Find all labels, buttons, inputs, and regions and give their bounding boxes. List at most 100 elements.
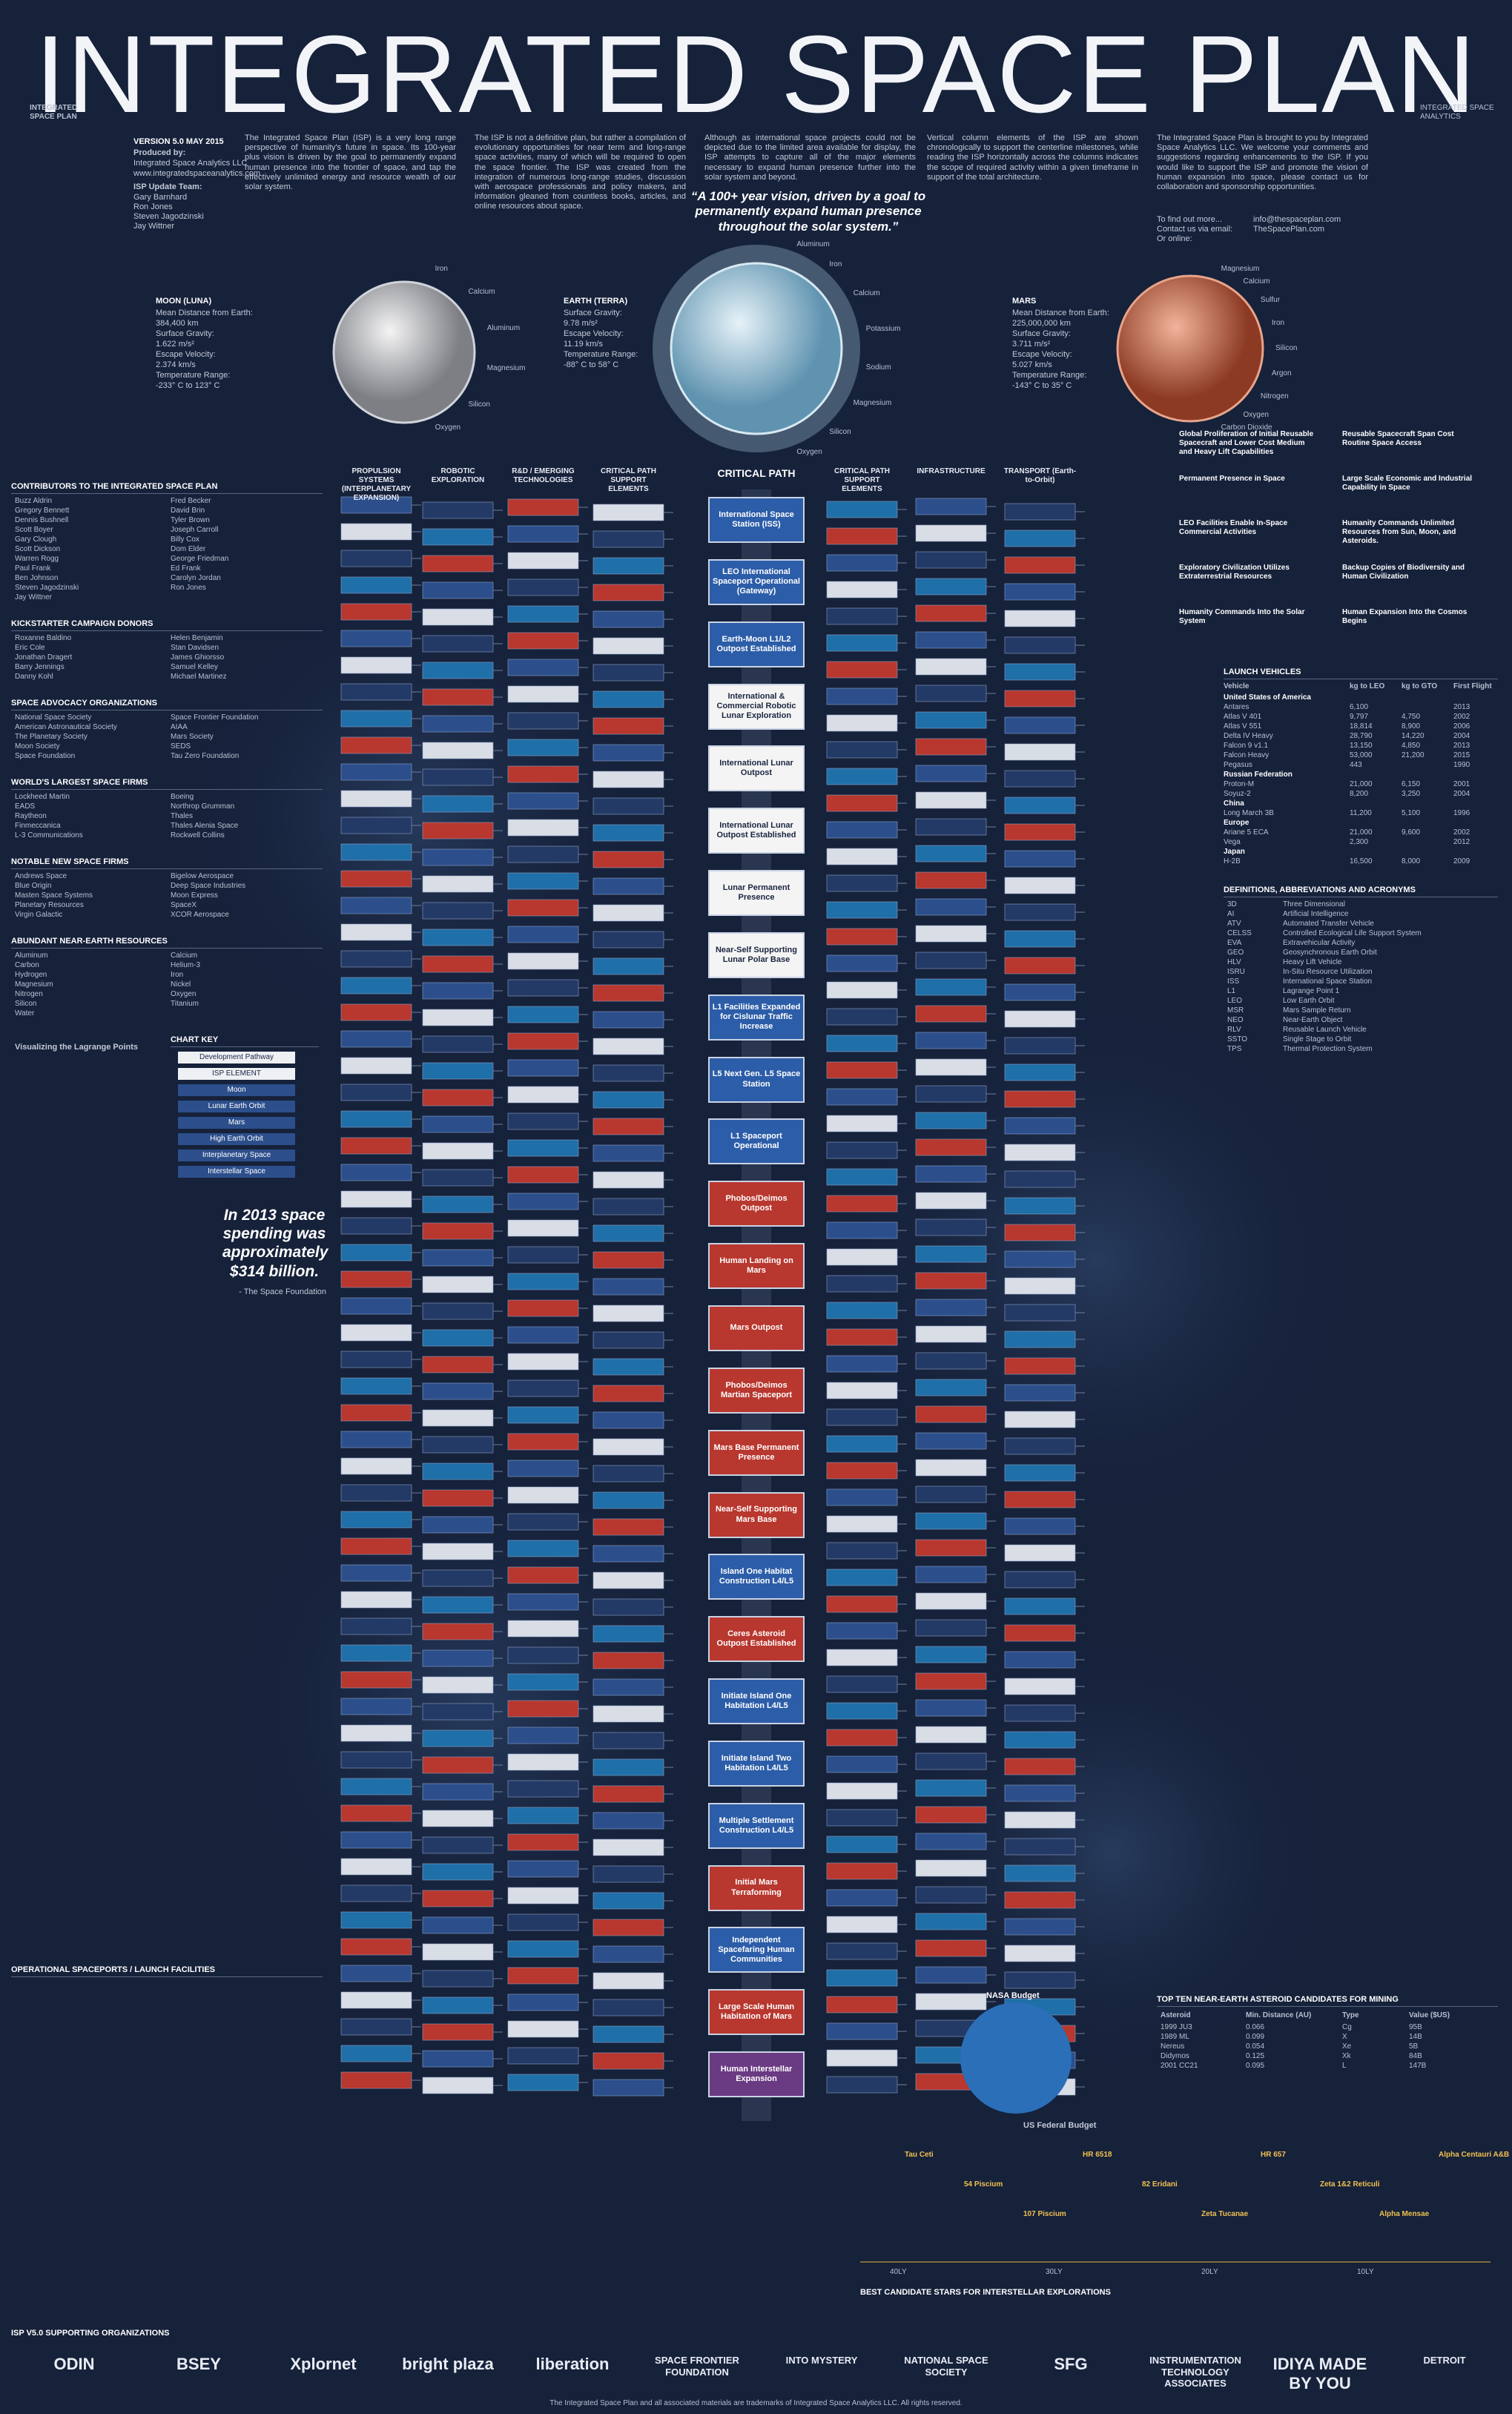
plan-element: [340, 870, 412, 888]
vision-item: Global Proliferation of Initial Reusable…: [1179, 430, 1314, 456]
composition-label: Oxygen: [435, 423, 461, 432]
table-cell: 2001: [1453, 780, 1470, 788]
table-cell: 2,300: [1350, 838, 1369, 846]
plan-element: [1004, 1704, 1076, 1722]
term: TPS: [1227, 1045, 1242, 1053]
plan-element: [422, 1115, 494, 1133]
plan-element: [340, 1270, 412, 1288]
plan-element: [422, 1516, 494, 1534]
key-item: ISP ELEMENT: [178, 1068, 295, 1080]
plan-element: [422, 501, 494, 519]
plan-element: [915, 1886, 987, 1904]
plan-element: [1004, 1945, 1076, 1962]
plan-element: [422, 1035, 494, 1053]
list-item: Nickel: [171, 980, 191, 989]
plan-element: [1004, 1811, 1076, 1829]
plan-element: [340, 977, 412, 995]
plan-element: [507, 578, 579, 596]
planet-stat: 225,000,000 km: [1012, 319, 1071, 328]
plan-element: [1004, 1491, 1076, 1508]
table-cell: Falcon Heavy: [1224, 751, 1270, 759]
list-item: Ron Jones: [171, 584, 206, 592]
table-cell: 0.095: [1246, 2062, 1265, 2070]
definition: International Space Station: [1283, 977, 1373, 986]
table-cell: Antares: [1224, 703, 1249, 711]
plan-element: [826, 741, 898, 759]
plan-element: [592, 957, 664, 975]
plan-element: [340, 843, 412, 861]
plan-element: [592, 1572, 664, 1589]
plan-element: [915, 1272, 987, 1290]
plan-element: [915, 818, 987, 836]
plan-element: [507, 552, 579, 570]
planet-name: EARTH (TERRA): [564, 297, 628, 306]
composition-label: Iron: [829, 260, 842, 268]
list-item: L-3 Communications: [15, 831, 83, 840]
table-cell: 53,000: [1350, 751, 1373, 759]
list-item: Billy Cox: [171, 535, 199, 544]
list-item: Ben Johnson: [15, 574, 59, 582]
vision-item: Large Scale Economic and Industrial Capa…: [1342, 475, 1473, 492]
plan-element: [915, 1913, 987, 1930]
definition: Mars Sample Return: [1283, 1006, 1351, 1015]
plan-element: [1004, 1117, 1076, 1135]
definition: Automated Transfer Vehicle: [1283, 920, 1374, 928]
plan-element: [915, 1299, 987, 1316]
plan-element: [826, 954, 898, 972]
plan-element: [592, 1118, 664, 1135]
table-cell: Cg: [1342, 2023, 1352, 2031]
plan-element: [592, 1625, 664, 1643]
plan-element: [592, 584, 664, 601]
table-cell: 147B: [1409, 2062, 1427, 2070]
plan-element: [422, 902, 494, 920]
plan-element: [915, 1432, 987, 1450]
milestone: Phobos/Deimos Martian Spaceport: [708, 1367, 805, 1414]
plan-element: [1004, 1304, 1076, 1322]
plan-element: [340, 1965, 412, 1982]
plan-element: [507, 1620, 579, 1638]
table-cell: 1989 ML: [1161, 2033, 1189, 2041]
plan-element: [507, 1673, 579, 1691]
plan-element: [592, 557, 664, 575]
list-item: Tyler Brown: [171, 516, 210, 524]
plan-element: [915, 1993, 987, 2011]
milestone: Lunar Permanent Presence: [708, 870, 805, 917]
plan-element: [422, 715, 494, 733]
definition: Extravehicular Activity: [1283, 939, 1356, 947]
milestone: Initial Mars Terraforming: [708, 1864, 805, 1911]
plan-element: [1004, 823, 1076, 841]
list-item: David Brin: [171, 507, 205, 515]
label: Produced by:: [133, 148, 186, 157]
plan-element: [422, 1329, 494, 1347]
vision-item: Reusable Spacecraft Span Cost Routine Sp…: [1342, 430, 1454, 447]
composition-label: Iron: [1271, 319, 1285, 327]
column-header: PROPULSION SYSTEMS (INTERPLANETARY EXPAN…: [341, 467, 412, 502]
plan-element: [507, 1993, 579, 2011]
planet-stat: 11.19 km/s: [564, 340, 603, 349]
table-cell: 9,600: [1402, 828, 1421, 837]
milestone: L1 Facilities Expanded for Cislunar Traf…: [708, 994, 805, 1041]
plan-element: [592, 1892, 664, 1910]
planet-stat: Escape Velocity:: [1012, 350, 1072, 359]
plan-element: [592, 1838, 664, 1856]
table-cell: Falcon 9 v1.1: [1224, 742, 1269, 750]
plan-element: [592, 1518, 664, 1536]
plan-element: [1004, 1170, 1076, 1188]
plan-element: [1004, 983, 1076, 1001]
plan-element: [422, 2050, 494, 2068]
axis-label: 10LY: [1357, 2268, 1374, 2276]
plan-element: [422, 1756, 494, 1774]
list-item: EADS: [15, 802, 36, 811]
plan-element: [340, 1137, 412, 1155]
plan-element: [592, 1758, 664, 1776]
milestone: Human Interstellar Expansion: [708, 2051, 805, 2098]
table-cell: 6,100: [1350, 703, 1369, 711]
definition: Three Dimensional: [1283, 900, 1345, 908]
plan-element: [507, 872, 579, 890]
plan-element: [1004, 1651, 1076, 1669]
plan-element: [826, 1061, 898, 1079]
plan-element: [422, 742, 494, 759]
table-header: Min. Distance (AU): [1246, 2011, 1312, 2019]
star-name: Alpha Centauri A&B: [1439, 2151, 1510, 2159]
plan-element: [592, 1812, 664, 1830]
